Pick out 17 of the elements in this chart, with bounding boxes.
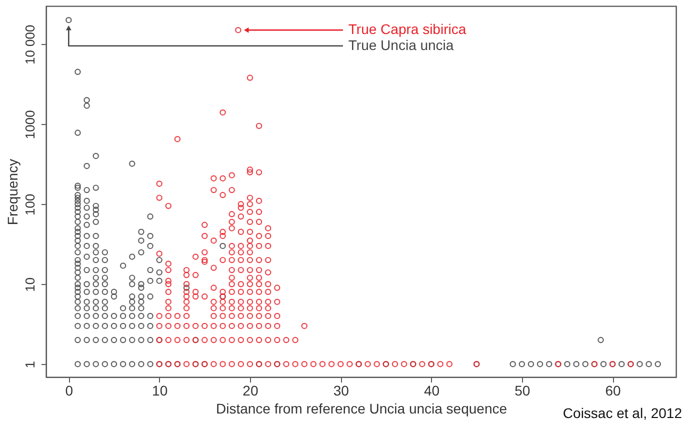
text: Coissac et al, 2012 — [562, 405, 682, 421]
y-tick-label: 100 — [22, 194, 38, 216]
x-tick-label: 50 — [514, 382, 530, 398]
y-tick-label: 10 — [22, 277, 38, 292]
x-tick-label: 60 — [605, 382, 622, 398]
x-tick-label: 0 — [65, 382, 74, 398]
y-tick-label: 10 000 — [22, 24, 38, 65]
annotation: True Capra sibirica — [348, 21, 466, 38]
x-tick-label: 40 — [424, 382, 440, 398]
x-tick-label: 10 — [152, 382, 168, 398]
y-tick-label: 1000 — [22, 110, 38, 140]
x-axis-title: Distance from reference Uncia uncia sequence — [216, 400, 508, 416]
x-tick-label: 20 — [242, 382, 258, 398]
y-axis-title: Frequency — [4, 158, 20, 226]
y-tick-label: 1 — [22, 360, 38, 368]
annotation: True Uncia uncia — [348, 36, 454, 53]
x-tick-label: 30 — [333, 382, 350, 398]
